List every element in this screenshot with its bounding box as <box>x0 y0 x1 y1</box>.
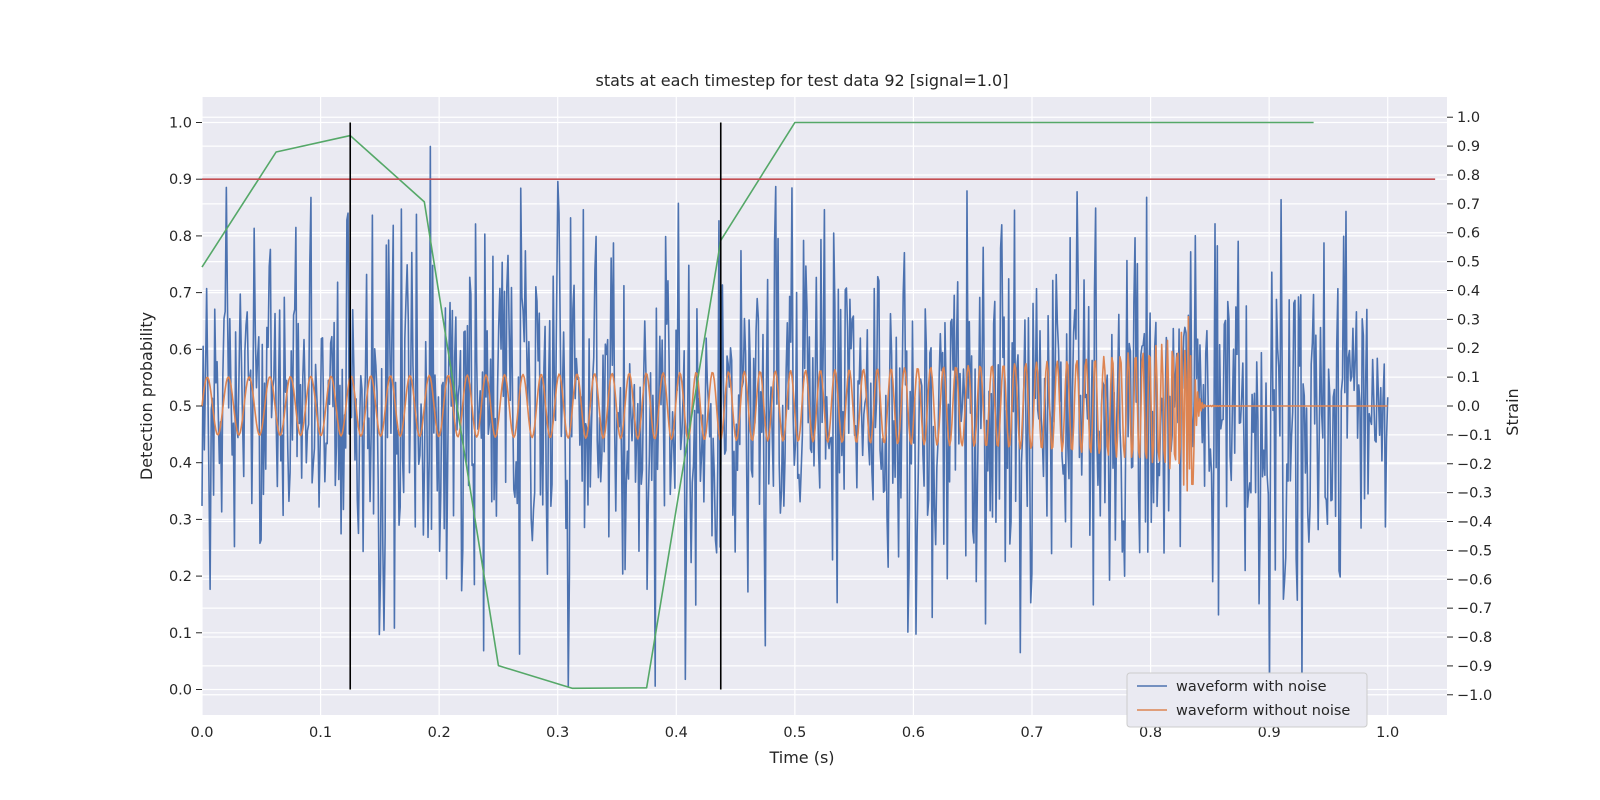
y-right-tick-label: −0.4 <box>1457 515 1492 531</box>
y-tick-label: 0.4 <box>169 456 192 472</box>
x-tick-label: 1.0 <box>1376 725 1399 741</box>
y-right-tick-label: 1.0 <box>1457 110 1480 126</box>
x-tick-label: 0.1 <box>309 725 332 741</box>
overlay-layer <box>202 122 1436 690</box>
y-tick-label: 0.5 <box>169 399 192 415</box>
series-line-probability <box>201 121 1314 690</box>
y-right-tick-label: −0.6 <box>1457 572 1492 588</box>
y-right-tick-label: 0.4 <box>1457 283 1480 299</box>
y-tick-label: 1.0 <box>169 116 192 132</box>
x-tick-label: 0.6 <box>902 725 925 741</box>
y-right-tick-label: 0.1 <box>1457 370 1480 386</box>
x-tick-label: 0.3 <box>546 725 569 741</box>
y-right-tick-label: 0.0 <box>1457 399 1480 415</box>
y-right-tick-label: 0.2 <box>1457 341 1480 357</box>
y-axis-right-label: Strain <box>1503 388 1522 435</box>
y-axis-label: Detection probability <box>137 312 156 480</box>
series-layer <box>201 121 1389 690</box>
x-tick-label: 0.7 <box>1020 725 1043 741</box>
y-tick-label: 0.3 <box>169 512 192 528</box>
y-right-tick-label: −0.3 <box>1457 486 1492 502</box>
legend-label-clean: waveform without noise <box>1176 703 1350 719</box>
legend: waveform with noise waveform without noi… <box>1126 672 1368 728</box>
x-tick-label: 0.8 <box>1139 725 1162 741</box>
chart-title: stats at each timestep for test data 92 … <box>596 71 1009 90</box>
x-tick-label: 0.0 <box>190 725 213 741</box>
legend-box <box>1126 672 1368 728</box>
y-right-tick-label: −0.8 <box>1457 630 1492 646</box>
y-right-tick-label: 0.6 <box>1457 226 1480 242</box>
x-tick-label: 0.2 <box>428 725 451 741</box>
series-line-noise <box>201 145 1389 687</box>
x-tick-label: 0.4 <box>665 725 688 741</box>
x-axis-label: Time (s) <box>768 748 834 767</box>
x-tick-label: 0.9 <box>1258 725 1281 741</box>
y-tick-label: 0.1 <box>169 626 192 642</box>
y-tick-label: 0.0 <box>169 682 192 698</box>
y-right-tick-label: −1.0 <box>1457 688 1492 704</box>
y-right-tick-label: 0.5 <box>1457 255 1480 271</box>
y-right-tick-label: 0.7 <box>1457 197 1480 213</box>
series-line-clean <box>201 315 1388 492</box>
y-right-tick-label: 0.3 <box>1457 312 1480 328</box>
x-tick-label: 0.5 <box>783 725 806 741</box>
y-right-tick-label: −0.5 <box>1457 543 1492 559</box>
ticks: 0.0 0.1 0.2 0.3 0.4 0.5 0.6 0.7 0.8 0.9 1.0 0.0 0.1 0… <box>169 110 1492 741</box>
y-tick-label: 0.7 <box>169 286 192 302</box>
y-tick-label: 0.2 <box>169 569 192 585</box>
y-right-tick-label: −0.1 <box>1457 428 1492 444</box>
y-tick-label: 0.8 <box>169 229 192 245</box>
legend-label-noise: waveform with noise <box>1176 679 1327 695</box>
y-right-tick-label: 0.8 <box>1457 168 1480 184</box>
y-right-tick-label: −0.2 <box>1457 457 1492 473</box>
y-right-tick-label: 0.9 <box>1457 139 1480 155</box>
y-tick-label: 0.9 <box>169 172 192 188</box>
y-right-tick-label: −0.9 <box>1457 659 1492 675</box>
y-tick-label: 0.6 <box>169 342 192 358</box>
y-right-tick-label: −0.7 <box>1457 601 1492 617</box>
